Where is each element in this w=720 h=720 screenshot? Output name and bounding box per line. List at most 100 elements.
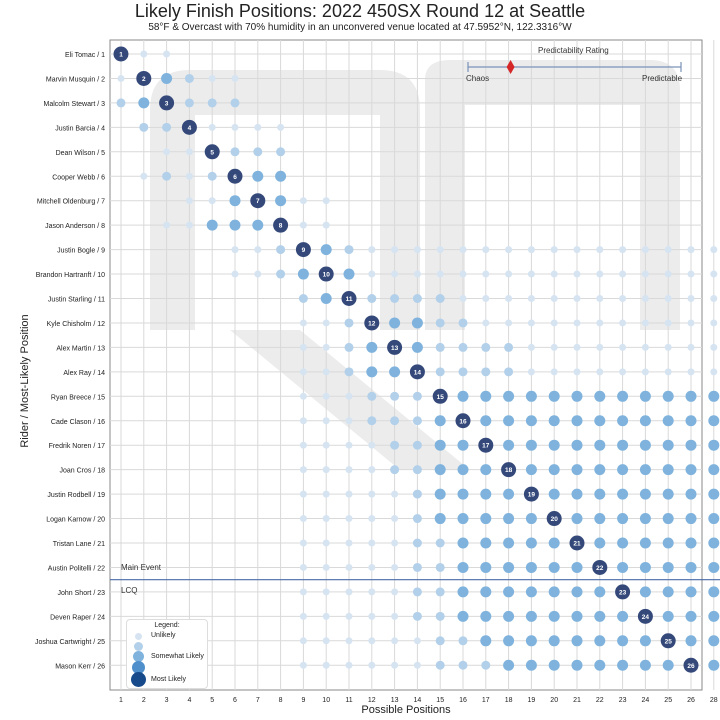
probability-dot: [208, 123, 216, 131]
probability-dot: [390, 391, 400, 401]
y-tick-label: Austin Politelli / 22: [48, 565, 105, 572]
probability-dot: [252, 170, 264, 182]
probability-dot: [503, 390, 515, 402]
probability-dot: [231, 246, 239, 254]
probability-dot: [208, 74, 216, 82]
probability-dot: [117, 74, 125, 82]
probability-dot: [412, 391, 422, 401]
probability-dot: [391, 612, 399, 620]
probability-dot: [573, 270, 581, 278]
probability-dot: [596, 295, 604, 302]
probability-dot: [163, 148, 171, 156]
probability-dot: [411, 317, 423, 329]
probability-dot: [459, 246, 467, 254]
probability-dot: [345, 637, 353, 645]
probability-dot: [480, 561, 492, 573]
most-likely-label: 15: [437, 394, 445, 401]
most-likely-label: 18: [505, 467, 513, 474]
probability-dot: [184, 98, 194, 108]
probability-dot: [639, 537, 651, 549]
probability-dot: [550, 270, 558, 278]
probability-dot: [503, 537, 515, 549]
probability-dot: [322, 612, 330, 620]
probability-dot: [322, 588, 330, 596]
probability-dot: [391, 563, 399, 571]
probability-dot: [459, 295, 467, 302]
x-tick-label: 23: [619, 697, 627, 704]
probability-dot: [481, 367, 491, 377]
probability-dot: [548, 439, 560, 451]
probability-dot: [573, 319, 581, 327]
probability-dot: [548, 464, 560, 476]
probability-dot: [208, 197, 216, 205]
x-tick-label: 14: [414, 697, 422, 704]
probability-dot: [619, 343, 627, 351]
probability-dot: [550, 319, 558, 327]
predictability-chaos-label: Chaos: [466, 74, 490, 83]
probability-dot: [619, 368, 627, 376]
probability-dot: [619, 319, 627, 327]
probability-dot: [391, 515, 399, 523]
probability-dot: [390, 294, 400, 303]
probability-dot: [503, 439, 515, 451]
x-tick-label: 7: [256, 697, 260, 704]
probability-dot: [571, 513, 583, 525]
probability-dot: [708, 561, 720, 573]
probability-dot: [596, 343, 604, 351]
probability-dot: [482, 246, 490, 254]
probability-dot: [345, 490, 353, 498]
y-tick-label: Fredrik Noren / 17: [49, 443, 106, 450]
probability-dot: [322, 490, 330, 498]
probability-dot: [368, 246, 376, 254]
y-tick-label: Ryan Breece / 15: [51, 394, 105, 401]
probability-dot: [434, 513, 446, 525]
probability-dot: [435, 294, 445, 303]
probability-dot: [480, 513, 492, 525]
probability-dot: [548, 390, 560, 402]
probability-dot: [391, 490, 399, 498]
probability-dot: [482, 270, 490, 278]
probability-dot: [505, 319, 513, 327]
probability-dot: [664, 270, 672, 278]
probability-dot: [434, 488, 446, 500]
probability-dot: [391, 270, 399, 278]
y-tick-label: Logan Karnow / 20: [46, 517, 105, 524]
probability-dot: [413, 661, 421, 669]
y-tick-label: Justin Bogle / 9: [57, 248, 105, 255]
probability-dot: [617, 488, 629, 500]
probability-dot: [368, 637, 376, 645]
probability-dot: [322, 343, 330, 351]
probability-dot: [662, 464, 674, 476]
x-axis-label: Possible Positions: [361, 704, 451, 716]
probability-dot: [345, 441, 353, 449]
probability-dot: [639, 439, 651, 451]
most-likely-label: 26: [687, 663, 695, 670]
probability-dot: [685, 586, 697, 598]
most-likely-marker: [181, 119, 197, 135]
probability-dot: [527, 246, 535, 254]
probability-dot: [275, 195, 287, 207]
most-likely-marker: [569, 535, 585, 551]
probability-dot: [163, 50, 171, 58]
probability-dot: [617, 415, 629, 427]
x-tick-label: 6: [233, 697, 237, 704]
probability-dot: [275, 170, 287, 182]
probability-dot: [185, 172, 193, 180]
probability-dot: [206, 219, 218, 231]
probability-dot: [505, 295, 513, 302]
x-tick-label: 21: [573, 697, 581, 704]
probability-dot: [231, 123, 239, 131]
most-likely-marker: [546, 511, 562, 527]
probability-dot: [457, 586, 469, 598]
most-likely-marker: [501, 462, 517, 478]
probability-dot: [639, 635, 651, 647]
most-likely-marker: [113, 46, 129, 62]
probability-dot: [548, 586, 560, 598]
probability-dot: [299, 612, 307, 620]
probability-dot: [230, 147, 240, 157]
probability-dot: [299, 563, 307, 571]
probability-dot: [685, 635, 697, 647]
probability-dot: [687, 343, 695, 351]
probability-dot: [434, 439, 446, 451]
probability-dot: [594, 537, 606, 549]
